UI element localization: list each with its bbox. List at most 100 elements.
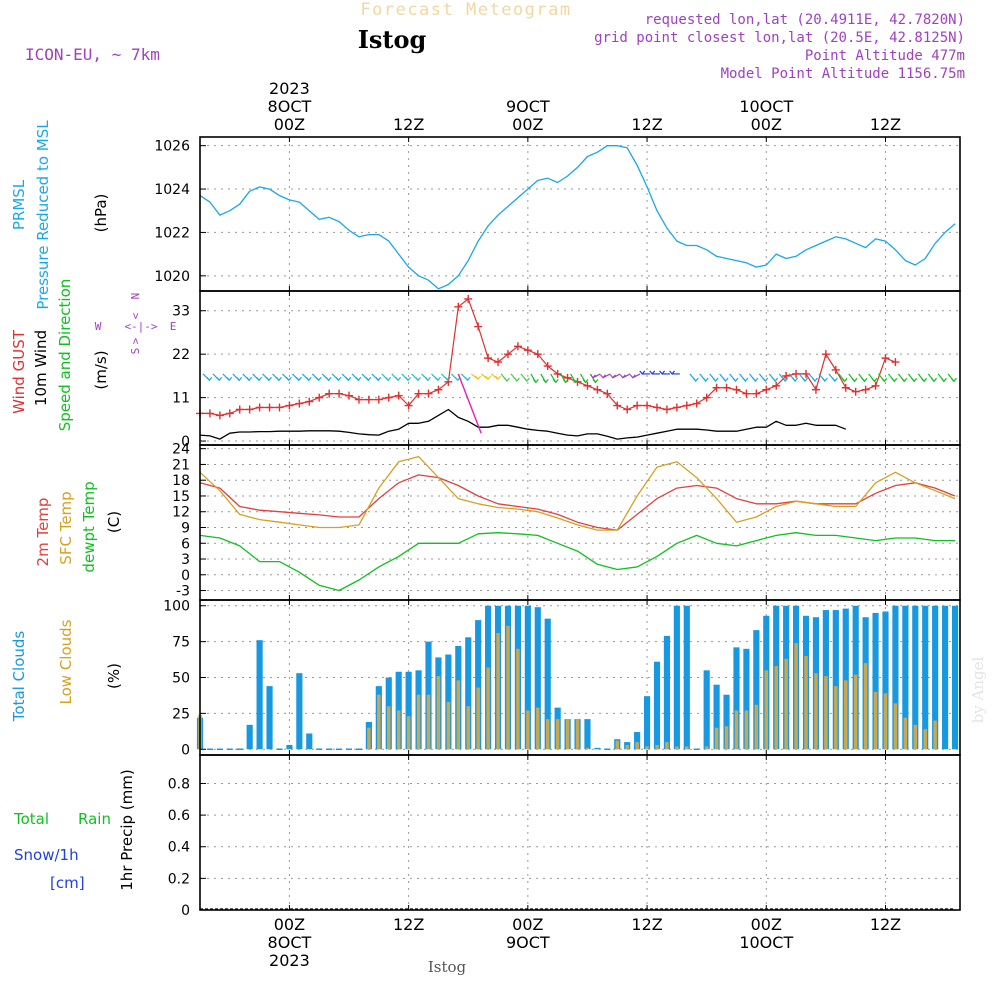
gust-marker: [881, 354, 890, 363]
low-cloud-bar: [377, 694, 381, 750]
low-cloud-bar: [476, 687, 480, 750]
wind-arrowhead: [752, 377, 759, 382]
wind-arrowhead: [692, 377, 699, 382]
gust-marker: [891, 358, 900, 367]
low-cloud-bar: [853, 674, 858, 750]
precip-unit-label: 1hr Precip (mm): [118, 769, 136, 890]
point-altitude: Point Altitude 477m: [805, 48, 965, 64]
data-series: [196, 146, 957, 910]
wind-arrowhead: [315, 376, 322, 382]
wind-arrowhead: [355, 376, 362, 382]
total-cloud-bar: [296, 673, 303, 750]
low-cloud-bar: [506, 625, 510, 750]
low-cloud-bar: [655, 744, 659, 750]
wind-arrowhead: [911, 377, 918, 383]
wind-arrowhead: [562, 379, 569, 384]
prmsl-label: PRMSL: [10, 179, 28, 230]
low-cloud-bar: [575, 719, 580, 750]
gust-marker: [603, 389, 612, 398]
snow-label: Snow/1h: [14, 846, 79, 864]
total-cloud-bar: [832, 610, 839, 750]
low-cloud-bar: [456, 680, 461, 750]
low-cloud-bar: [536, 707, 540, 750]
wind-arrowhead: [792, 377, 799, 382]
temp2m-line: [199, 474, 956, 531]
gust-marker: [553, 369, 562, 378]
gust-marker: [811, 385, 820, 394]
wind-arrowhead: [266, 376, 272, 382]
wind-arrowhead: [395, 376, 402, 382]
station-title: Istog: [358, 25, 427, 54]
wind-arrowhead: [385, 376, 392, 382]
low-cloud-bar: [704, 746, 709, 750]
top-time-label: 12Z: [631, 115, 662, 134]
gust-marker: [404, 401, 413, 410]
low-cloud-bar: [516, 648, 520, 750]
wind-arrowhead: [812, 377, 818, 382]
gust-marker: [792, 369, 801, 378]
requested-coords: requested lon,lat (20.4911E, 42.7820N): [645, 12, 965, 28]
total-cloud-bar: [653, 661, 661, 750]
low-cloud-bar: [764, 670, 768, 750]
watermark: by Angel: [969, 656, 987, 723]
low-cloud-bar: [446, 701, 451, 750]
svg-text:<: <: [129, 312, 142, 319]
total-cloud-bar: [703, 670, 710, 750]
gust-marker: [662, 405, 671, 414]
wind-arrowhead: [415, 376, 421, 382]
gust-marker: [752, 389, 761, 398]
total-cloud-bar: [544, 618, 551, 750]
total-cloud-bar: [584, 719, 591, 750]
wind-arrowhead: [871, 377, 878, 383]
low-cloud-bar: [754, 704, 759, 750]
gust-marker: [265, 403, 274, 412]
compass-arrows: <-|->: [124, 320, 157, 333]
total-cloud-bar: [634, 732, 641, 750]
total-cloud-bar: [266, 686, 273, 750]
low-cloud-bar: [784, 658, 788, 750]
gust-marker: [831, 365, 840, 374]
wind-arrowhead: [375, 376, 382, 382]
panel-frame: [199, 754, 961, 911]
wind-arrowhead: [552, 379, 559, 384]
gust-marker: [364, 395, 373, 404]
wind-labels: Wind GUST 10m Wind Speed and Direction (…: [10, 279, 176, 432]
gust-marker: [643, 401, 652, 410]
wind-arrowhead: [256, 376, 263, 382]
wind-compass-icon: N W <-|-> E S < >: [95, 293, 177, 355]
low-cloud-bar: [744, 710, 749, 750]
wind-arrowhead: [950, 377, 957, 383]
total-cloud-bar: [683, 605, 690, 750]
dewpt-label: dewpt Temp: [80, 481, 98, 572]
wind-arrowhead: [246, 376, 253, 382]
total-cloud-bar: [942, 605, 949, 750]
low-cloud-bar: [555, 719, 560, 750]
gust-marker: [633, 401, 642, 410]
total-cloud-bar: [673, 605, 680, 750]
gust-line: [200, 298, 896, 416]
gust-marker: [851, 387, 860, 396]
compass-n: N: [129, 293, 142, 300]
footer-station: Istog: [428, 958, 467, 976]
wind-arrowhead: [236, 376, 243, 382]
low-cloud-bar: [675, 746, 679, 750]
cloud-bars: [196, 605, 959, 751]
y-tick-label: -3: [176, 584, 190, 600]
gust-marker: [762, 385, 771, 394]
y-tick-label: 0: [181, 434, 190, 450]
gust-marker: [424, 389, 433, 398]
wind-arrowhead: [513, 377, 520, 382]
bottom-time-label: 12Z: [393, 915, 424, 934]
gust-marker: [215, 411, 224, 420]
wind-arrowhead: [424, 376, 431, 382]
pressure-labels: PRMSL Pressure Reduced to MSL (hPa): [10, 120, 110, 310]
wind-arrowhead: [931, 377, 937, 383]
wind-arrowhead: [659, 370, 666, 375]
wind-arrowhead: [592, 379, 599, 384]
wind-arrowhead: [434, 376, 441, 382]
low-cloud-bar: [565, 719, 570, 750]
wind-arrowhead: [669, 370, 676, 375]
wind-arrowhead: [495, 375, 501, 381]
low-cloud-bar: [426, 694, 431, 750]
